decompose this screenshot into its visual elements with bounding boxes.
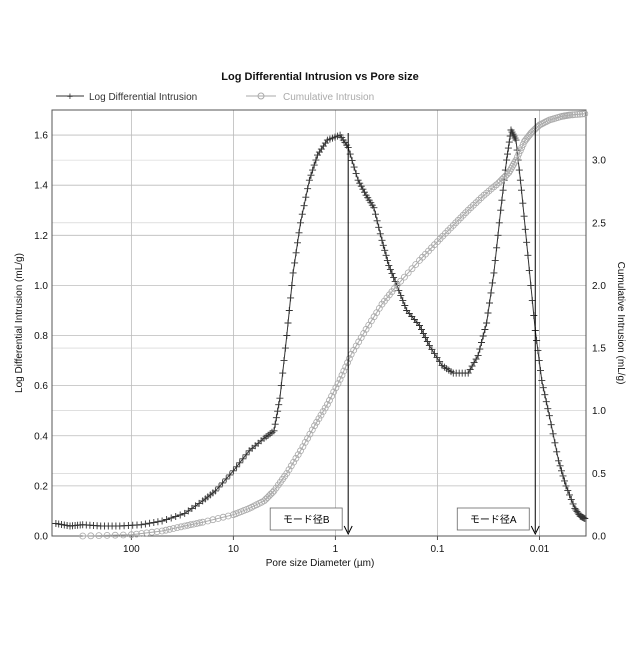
y2-tick-label: 2.5 [592, 218, 606, 229]
y2-tick-label: 0.0 [592, 532, 606, 543]
legend-label-log-diff: Log Differential Intrusion [89, 92, 197, 103]
y-tick-label: 0.6 [34, 381, 48, 392]
x-tick-label: 10 [228, 544, 240, 555]
chart-title: Log Differential Intrusion vs Pore size [221, 71, 418, 83]
y2-axis-label: Cumulative Intrusion (mL/g) [615, 262, 626, 385]
annotation-label: モード径A [470, 513, 517, 526]
x-tick-label: 100 [123, 544, 140, 555]
y-tick-label: 1.6 [34, 131, 48, 142]
y-tick-label: 0.4 [34, 431, 48, 442]
y-tick-label: 0.2 [34, 481, 48, 492]
y-axis-label: Log Differential Intrusion (mL/g) [14, 253, 25, 393]
x-tick-label: 0.01 [530, 544, 550, 555]
y-tick-label: 0.8 [34, 331, 48, 342]
y-tick-label: 1.0 [34, 281, 48, 292]
x-tick-label: 1 [333, 544, 339, 555]
y2-tick-label: 0.5 [592, 469, 606, 480]
y2-tick-label: 1.5 [592, 344, 606, 355]
y2-tick-label: 2.0 [592, 281, 606, 292]
x-axis-label: Pore size Diameter (µm) [266, 558, 375, 569]
y2-tick-label: 1.0 [592, 406, 606, 417]
y2-tick-label: 3.0 [592, 156, 606, 167]
y-tick-label: 0.0 [34, 532, 48, 543]
legend-marker-plus: + [67, 91, 73, 103]
y-tick-label: 1.4 [34, 181, 48, 192]
annotation-label: モード径B [283, 513, 330, 526]
y-tick-label: 1.2 [34, 231, 48, 242]
legend-label-cumulative: Cumulative Intrusion [283, 92, 374, 103]
x-tick-label: 0.1 [431, 544, 445, 555]
